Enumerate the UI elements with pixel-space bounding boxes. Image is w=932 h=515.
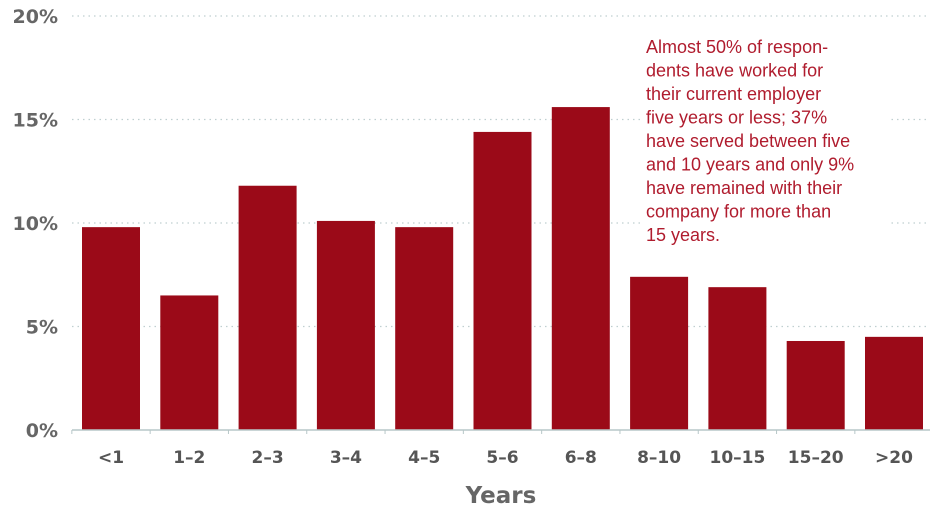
- annotation-line: company for more than: [646, 202, 831, 222]
- x-tick-label: >20: [875, 448, 913, 468]
- x-tick-label: 8–10: [637, 448, 681, 468]
- annotation-line: their current employer: [646, 84, 821, 104]
- x-tick-label: 10–15: [709, 448, 765, 468]
- y-tick-label: 10%: [13, 213, 58, 235]
- annotation-line: have remained with their: [646, 178, 842, 198]
- bar-9: [786, 340, 845, 430]
- x-axis-title: Years: [465, 483, 537, 509]
- bar-2: [238, 185, 297, 430]
- annotation-line: 15 years.: [646, 225, 720, 245]
- bar-5: [473, 131, 532, 431]
- bar-7: [630, 276, 689, 430]
- annotation-line: and 10 years and only 9%: [646, 155, 854, 175]
- y-tick-label: 15%: [13, 110, 58, 132]
- x-tick-label: 15–20: [788, 448, 844, 468]
- annotation-background: [640, 28, 890, 250]
- x-tick-label: 1–2: [173, 448, 205, 468]
- annotation-line: Almost 50% of respon-: [646, 37, 828, 57]
- x-axis: <1 1–2 2–3 3–4 4–5 5–6 6–8 8–10 10–15 15–20 >20: [71, 429, 930, 468]
- bar-4: [395, 227, 454, 430]
- x-tick-label: 2–3: [252, 448, 284, 468]
- annotation-line: five years or less; 37%: [646, 108, 827, 128]
- y-tick-label: 20%: [13, 6, 58, 28]
- bar-8: [708, 287, 767, 430]
- bar-1: [160, 295, 219, 430]
- bar-3: [316, 220, 375, 430]
- bars: [82, 107, 923, 431]
- bar-10: [865, 336, 923, 430]
- bar-6: [551, 107, 610, 430]
- x-tick-label: 6–8: [565, 448, 597, 468]
- y-axis: 0% 5% 10% 15% 20%: [13, 6, 58, 442]
- y-tick-label: 0%: [26, 420, 58, 442]
- annotation-line: have served between five: [646, 131, 850, 151]
- x-tick-label: 4–5: [408, 448, 440, 468]
- bar-0: [82, 227, 140, 430]
- annotation-line: dents have worked for: [646, 61, 823, 81]
- annotation-text: Almost 50% of respon-dents have worked f…: [640, 28, 890, 250]
- x-tick-label: 5–6: [486, 448, 518, 468]
- y-tick-label: 5%: [26, 317, 58, 339]
- x-tick-label: 3–4: [330, 448, 362, 468]
- x-tick-label: <1: [98, 448, 124, 468]
